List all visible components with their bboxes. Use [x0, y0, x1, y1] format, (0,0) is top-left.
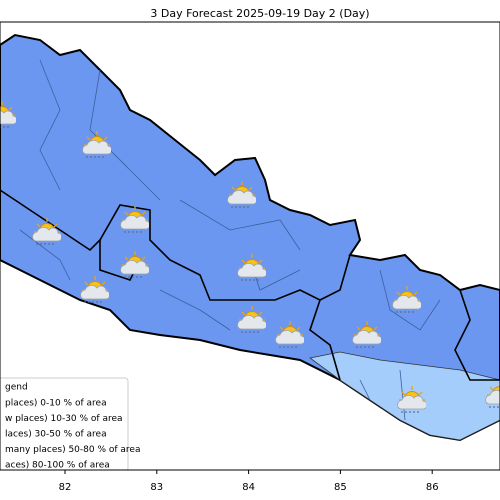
legend-items: places) 0-10 % of area w places) 10-30 % …: [5, 399, 140, 471]
legend-item: w places) 10-30 % of area: [5, 414, 123, 424]
x-tick-label: 83: [150, 482, 163, 493]
map-title: 3 Day Forecast 2025-09-19 Day 2 (Day): [150, 7, 369, 20]
legend-item: many places) 50-80 % of area: [5, 445, 140, 455]
x-tick-label: 82: [59, 482, 72, 493]
legend-title: gend: [5, 383, 28, 393]
x-tick-label: 86: [426, 482, 439, 493]
legend-item: aces) 80-100 % of area: [5, 461, 110, 471]
x-tick-label: 85: [334, 482, 347, 493]
x-tick-label: 84: [242, 482, 255, 493]
x-axis: 82 83 84 85 86: [59, 470, 439, 493]
legend-box: [0, 377, 129, 470]
legend-item: places) 0-10 % of area: [5, 399, 107, 409]
legend-item: laces) 30-50 % of area: [5, 430, 107, 440]
map-area: gend places) 0-10 % of area w places) 10-…: [0, 33, 500, 471]
map-frame: [0, 21, 500, 471]
